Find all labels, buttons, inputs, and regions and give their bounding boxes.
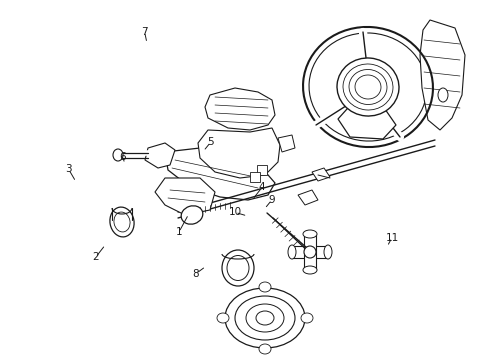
Text: 8: 8 [193, 269, 199, 279]
Ellipse shape [337, 58, 399, 116]
Text: 2: 2 [92, 252, 99, 262]
Text: 1: 1 [175, 227, 182, 237]
Polygon shape [145, 143, 175, 168]
Text: 3: 3 [65, 164, 72, 174]
Polygon shape [165, 148, 275, 200]
Polygon shape [155, 178, 215, 215]
Ellipse shape [246, 304, 284, 332]
Ellipse shape [304, 246, 316, 258]
Polygon shape [298, 190, 318, 205]
Text: 9: 9 [269, 195, 275, 205]
Text: 7: 7 [141, 27, 148, 37]
Text: 11: 11 [385, 233, 399, 243]
Polygon shape [178, 140, 435, 218]
Polygon shape [420, 20, 465, 130]
Ellipse shape [222, 250, 254, 286]
Ellipse shape [114, 212, 130, 232]
Polygon shape [250, 172, 260, 182]
Polygon shape [292, 246, 328, 258]
Text: 4: 4 [259, 182, 266, 192]
Ellipse shape [259, 282, 271, 292]
Polygon shape [338, 99, 396, 139]
Polygon shape [312, 168, 330, 181]
Polygon shape [198, 128, 280, 178]
Ellipse shape [225, 288, 305, 348]
Ellipse shape [301, 313, 313, 323]
Ellipse shape [309, 33, 427, 141]
Ellipse shape [217, 313, 229, 323]
Ellipse shape [324, 245, 332, 259]
Text: 5: 5 [207, 137, 214, 147]
Ellipse shape [110, 207, 134, 237]
Ellipse shape [259, 344, 271, 354]
Polygon shape [304, 234, 316, 270]
Text: 6: 6 [119, 152, 126, 162]
Polygon shape [278, 135, 295, 152]
Ellipse shape [113, 149, 123, 161]
Ellipse shape [303, 266, 317, 274]
Polygon shape [205, 88, 275, 130]
Text: 10: 10 [229, 207, 242, 217]
Ellipse shape [181, 206, 203, 224]
Ellipse shape [235, 296, 295, 340]
Ellipse shape [256, 311, 274, 325]
Polygon shape [257, 165, 267, 175]
Ellipse shape [288, 245, 296, 259]
Ellipse shape [227, 256, 249, 280]
Ellipse shape [438, 88, 448, 102]
Ellipse shape [303, 230, 317, 238]
